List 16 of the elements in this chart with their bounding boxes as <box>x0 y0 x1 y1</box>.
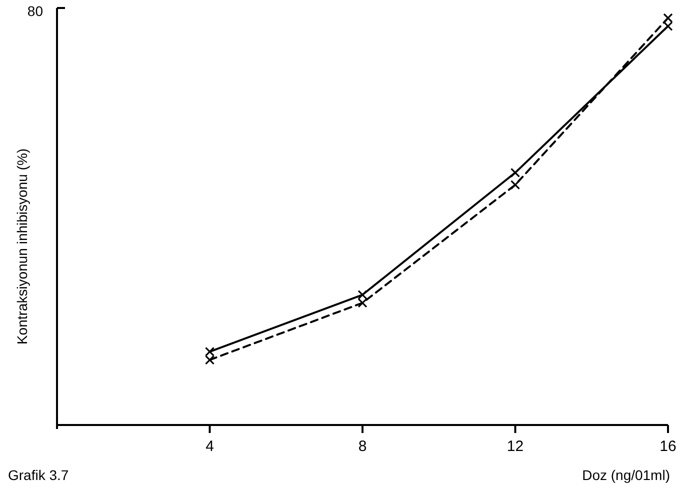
text: Grafik 3.7 <box>8 467 69 483</box>
x-axis-title: Doz (ng/01ml) <box>582 467 670 483</box>
text: 80 <box>27 3 44 19</box>
x-tick-label: 16 <box>660 438 676 455</box>
x-tick-label: 8 <box>358 438 367 455</box>
point <box>204 346 215 357</box>
point <box>358 298 368 308</box>
x-tick-label: 12 <box>506 438 524 455</box>
point <box>358 290 368 300</box>
point <box>204 355 215 365</box>
point <box>510 180 520 190</box>
point <box>663 21 673 31</box>
x-tick-label: 4 <box>206 438 214 455</box>
point <box>663 13 673 23</box>
y-axis-title: Kontraksiyonun inhibisyonu (%) <box>14 148 30 345</box>
point <box>510 168 520 178</box>
